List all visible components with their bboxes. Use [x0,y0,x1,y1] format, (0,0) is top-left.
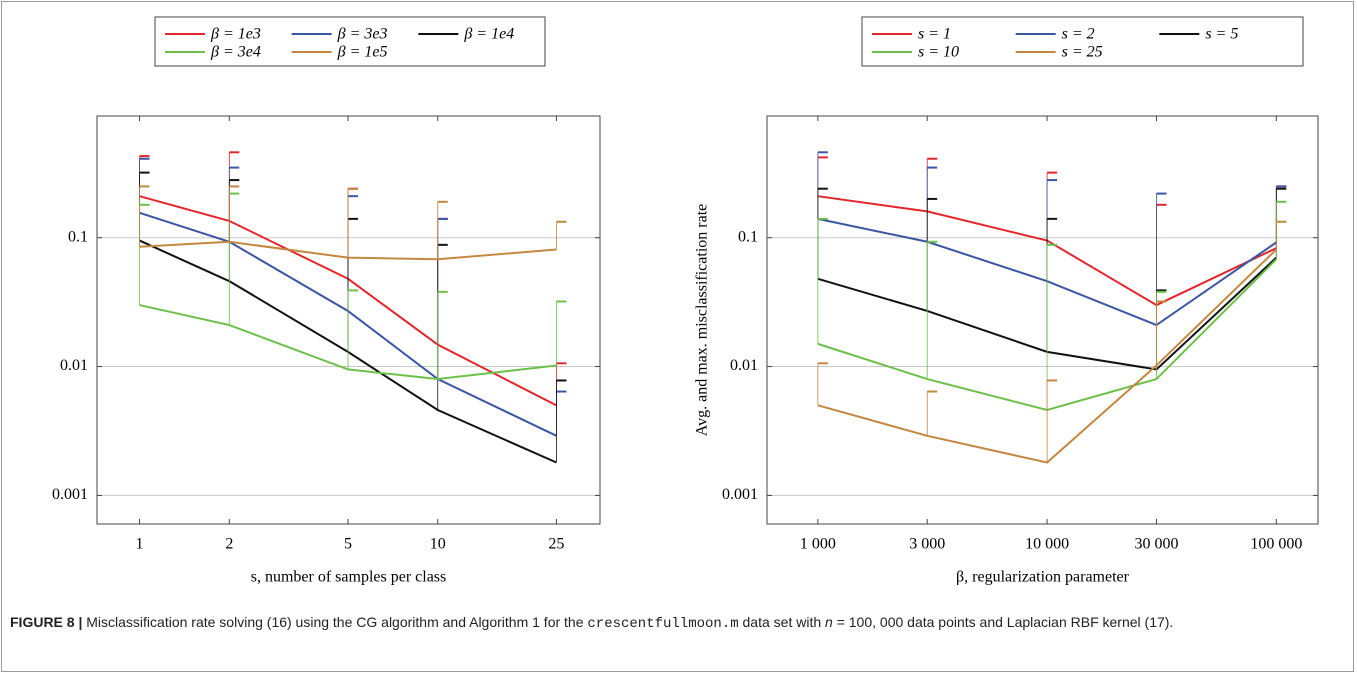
legend-label: β = 3e3 [337,26,388,43]
legend-label: s = 1 [918,26,951,43]
x-tick-label: 10 [430,536,446,553]
legend-label: β = 1e5 [337,44,388,61]
legend-label: s = 25 [1062,44,1103,61]
x-tick-label: 30 000 [1134,536,1178,553]
legend-label: β = 3e4 [210,44,261,61]
legend-box [154,16,546,67]
legend-box [861,16,1304,67]
x-tick-label: 100 000 [1250,536,1302,553]
y-tick-label: 0.01 [60,357,88,374]
caption: FIGURE 8 | Misclassification rate solvin… [10,612,1340,635]
x-tick-label: 3 000 [909,536,945,553]
x-tick-label: 2 [225,536,233,553]
y-tick-label: 0.1 [68,228,88,245]
series-line [139,240,557,261]
legend-label: s = 2 [1062,26,1095,43]
legend-label: β = 1e4 [463,26,514,43]
series-line [139,304,557,381]
x-axis-label: s, number of samples per class [251,569,447,586]
legend-label: s = 5 [1205,26,1238,43]
caption-code: crescentfullmoon.m [587,616,739,632]
plot-frame [96,115,601,525]
caption-label: FIGURE 8 | [10,614,83,630]
x-tick-label: 1 [136,536,144,553]
legend-label: s = 10 [918,44,959,61]
x-tick-label: 10 000 [1025,536,1069,553]
y-tick-label: 0.001 [722,486,758,503]
series-line [817,248,1278,464]
y-tick-label: 0.001 [52,486,88,503]
x-tick-label: 1 000 [800,536,836,553]
x-tick-label: 25 [548,536,564,553]
legend-label: β = 1e3 [210,26,261,43]
x-axis-label: β, regularization parameter [956,569,1130,586]
y-tick-label: 0.1 [738,228,758,245]
caption-var: n [825,614,833,630]
caption-text: data set with [742,614,822,630]
plot-frame [766,115,1319,525]
caption-text: Misclassification rate solving (16) usin… [86,614,584,630]
y-axis-label: Avg. and max. misclassification rate [694,204,711,437]
y-tick-label: 0.01 [730,357,758,374]
caption-text: = 100, 000 data points and Laplacian RBF… [836,614,1174,630]
x-tick-label: 5 [344,536,352,553]
